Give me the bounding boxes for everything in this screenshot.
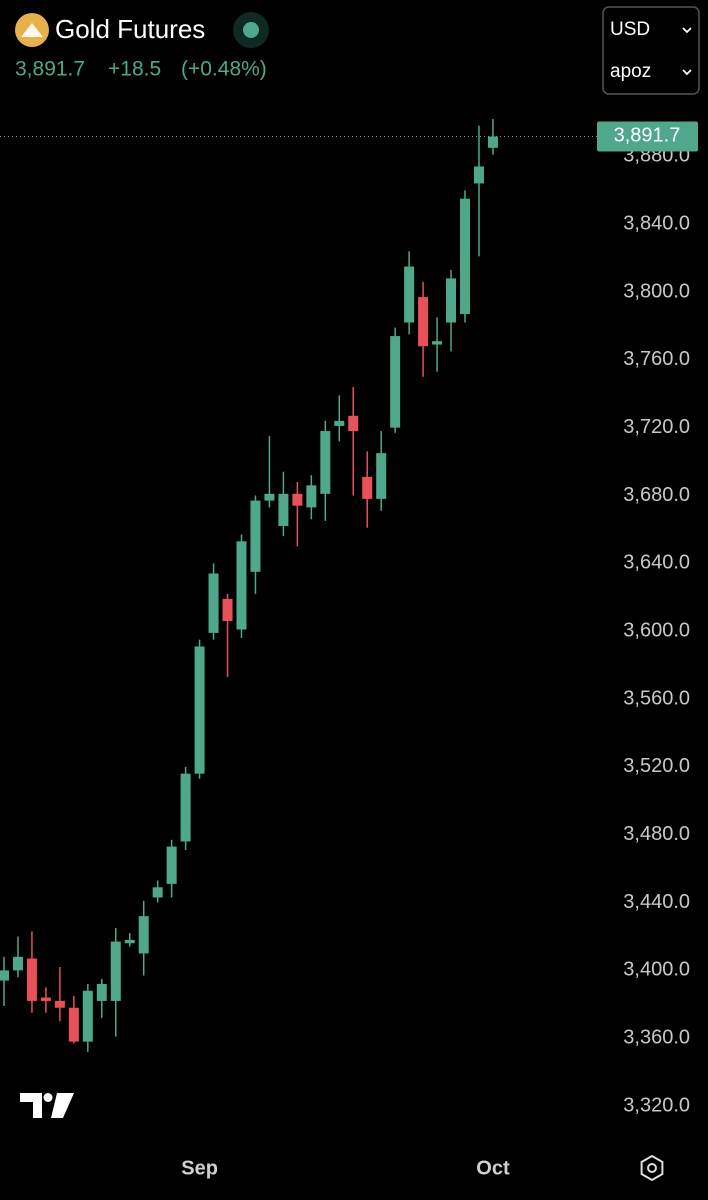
candle-body	[264, 493, 275, 501]
tradingview-logo	[20, 1093, 74, 1118]
y-tick-label: 3,600.0	[623, 619, 690, 641]
symbol-title: Gold Futures	[55, 14, 205, 44]
candle-body	[138, 916, 149, 954]
last-price-tag-label: 3,891.7	[614, 125, 681, 147]
candle-body	[124, 939, 135, 944]
candle-body	[96, 983, 107, 1001]
candle-body	[194, 646, 205, 774]
plot: 3,320.0 3,360.0 3,400.0 3,440.0 3,480.0 3,520…	[0, 118, 698, 1179]
candle-body	[54, 1000, 65, 1008]
candle-body	[152, 887, 163, 898]
currency-selector[interactable]: USD	[610, 19, 650, 40]
candle-body	[404, 266, 415, 323]
logo-part	[43, 1093, 53, 1102]
price-change: +18.5	[108, 58, 161, 81]
candle-body	[418, 297, 429, 347]
y-tick-label: 3,680.0	[623, 484, 690, 506]
candle-body	[180, 773, 191, 842]
candle-body	[68, 1007, 79, 1042]
candle-body	[110, 941, 121, 1001]
y-tick-label: 3,640.0	[623, 552, 690, 574]
candle-body	[306, 485, 317, 508]
candle-body	[473, 166, 484, 184]
candle-body	[222, 598, 233, 622]
candle-body	[278, 493, 289, 527]
y-tick-label: 3,560.0	[623, 687, 690, 709]
y-tick-label: 3,800.0	[623, 280, 690, 302]
candle-body	[334, 420, 345, 426]
symbol-logo-mark	[21, 23, 43, 37]
unit-selector[interactable]: apoz	[610, 61, 651, 82]
candle-body	[460, 198, 471, 315]
candle-body	[82, 990, 93, 1042]
candle-body	[26, 958, 37, 1001]
candle-body	[390, 336, 401, 428]
candle-body	[250, 500, 261, 572]
y-tick-label: 3,440.0	[623, 891, 690, 913]
logo-part	[51, 1093, 74, 1118]
candle-body	[12, 956, 23, 971]
candle-body	[348, 415, 359, 432]
last-price-tag	[597, 121, 698, 152]
price-change-percent: (+0.48%)	[181, 58, 267, 81]
logo-part	[20, 1093, 42, 1118]
y-tick-label: 3,400.0	[623, 959, 690, 981]
y-tick-label: 3,760.0	[623, 348, 690, 370]
y-tick-label: 3,840.0	[623, 212, 690, 234]
candle-body	[166, 846, 177, 884]
candle-body	[0, 970, 9, 981]
y-tick-label: 3,360.0	[623, 1027, 690, 1049]
chevron	[682, 69, 692, 76]
candle-body	[487, 136, 498, 148]
candle-body	[446, 278, 457, 323]
candle-body	[292, 493, 303, 506]
y-tick-label: 3,480.0	[623, 823, 690, 845]
y-tick-label: 3,720.0	[623, 416, 690, 438]
chevron	[682, 27, 692, 34]
y-tick-label: 3,520.0	[623, 755, 690, 777]
candle-body	[236, 541, 247, 630]
candle-body	[320, 431, 331, 494]
y-tick-label: 3,320.0	[623, 1094, 690, 1116]
candle-body	[208, 573, 219, 633]
last-price: 3,891.7	[15, 58, 85, 81]
selector-box[interactable]	[602, 6, 700, 95]
candle-body	[40, 997, 51, 1001]
candle-body	[362, 476, 373, 499]
candle-body	[376, 453, 387, 499]
x-tick-label: Oct	[476, 1157, 510, 1179]
x-tick-label: Sep	[181, 1157, 218, 1179]
settings-icon-center	[647, 1163, 657, 1173]
market-status-dot	[243, 22, 259, 38]
settings-icon[interactable]	[640, 1154, 664, 1182]
candle-body	[432, 341, 443, 345]
